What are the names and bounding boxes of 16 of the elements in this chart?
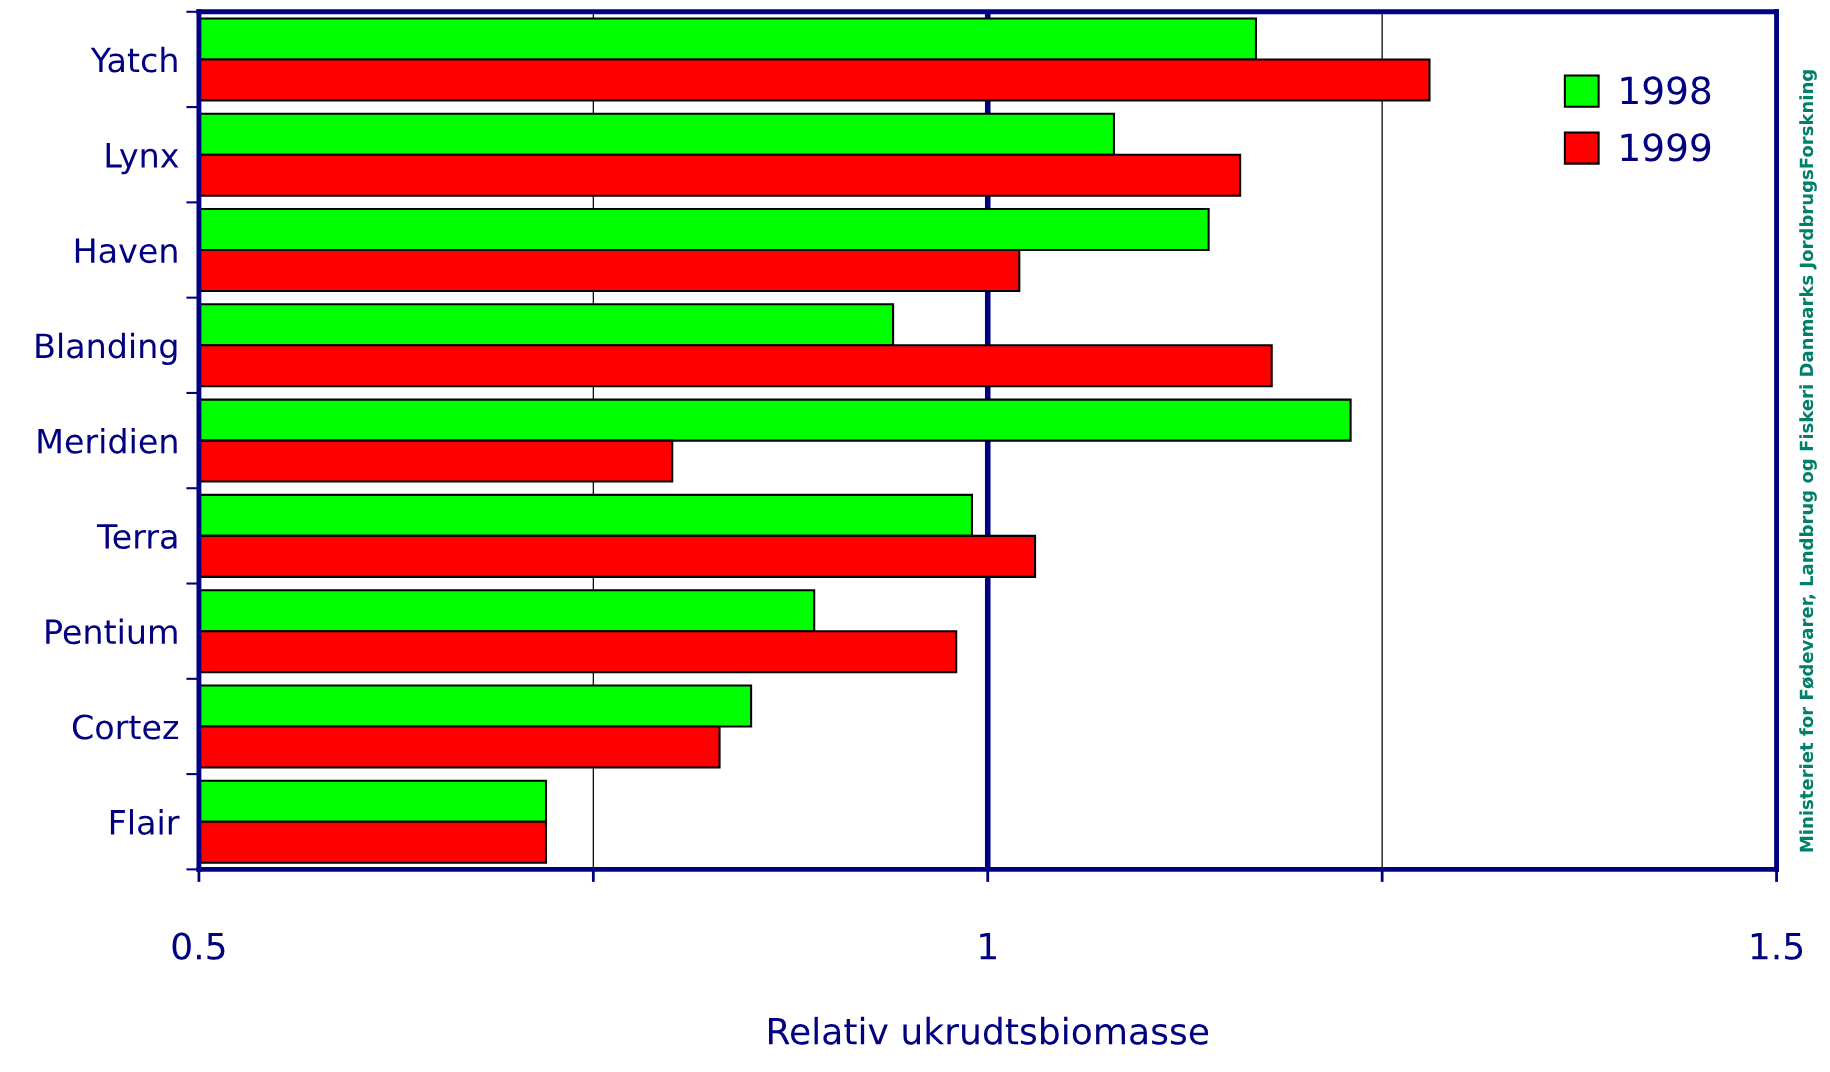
legend-label: 1999 xyxy=(1621,133,1711,162)
y-tick-label: Haven xyxy=(75,238,177,264)
text: Ministeriet for Fødevarer, Landbrug og Fiskeri Danmarks JordbrugsForskning xyxy=(1799,70,1817,852)
legend-label: 1998 xyxy=(1621,76,1711,105)
y-tick-label: Meridien xyxy=(38,427,177,454)
y-tick-label: Yatch xyxy=(90,46,177,73)
y-tick-label: Cortez xyxy=(72,714,179,740)
y-tick-label: Lynx xyxy=(106,143,179,175)
y-tick-label: Flair xyxy=(110,809,180,835)
y-tick-label: Blanding xyxy=(36,332,177,365)
x-tick-label: 1 xyxy=(980,933,996,960)
y-tick-label: Terra xyxy=(96,524,177,550)
x-axis-title: Relativ ukrudtsbiomasse xyxy=(769,1016,1209,1045)
x-tick-label: 0.5 xyxy=(172,932,225,960)
y-tick-label: Pentium xyxy=(46,618,177,645)
x-tick-label: 1.5 xyxy=(1751,933,1803,960)
